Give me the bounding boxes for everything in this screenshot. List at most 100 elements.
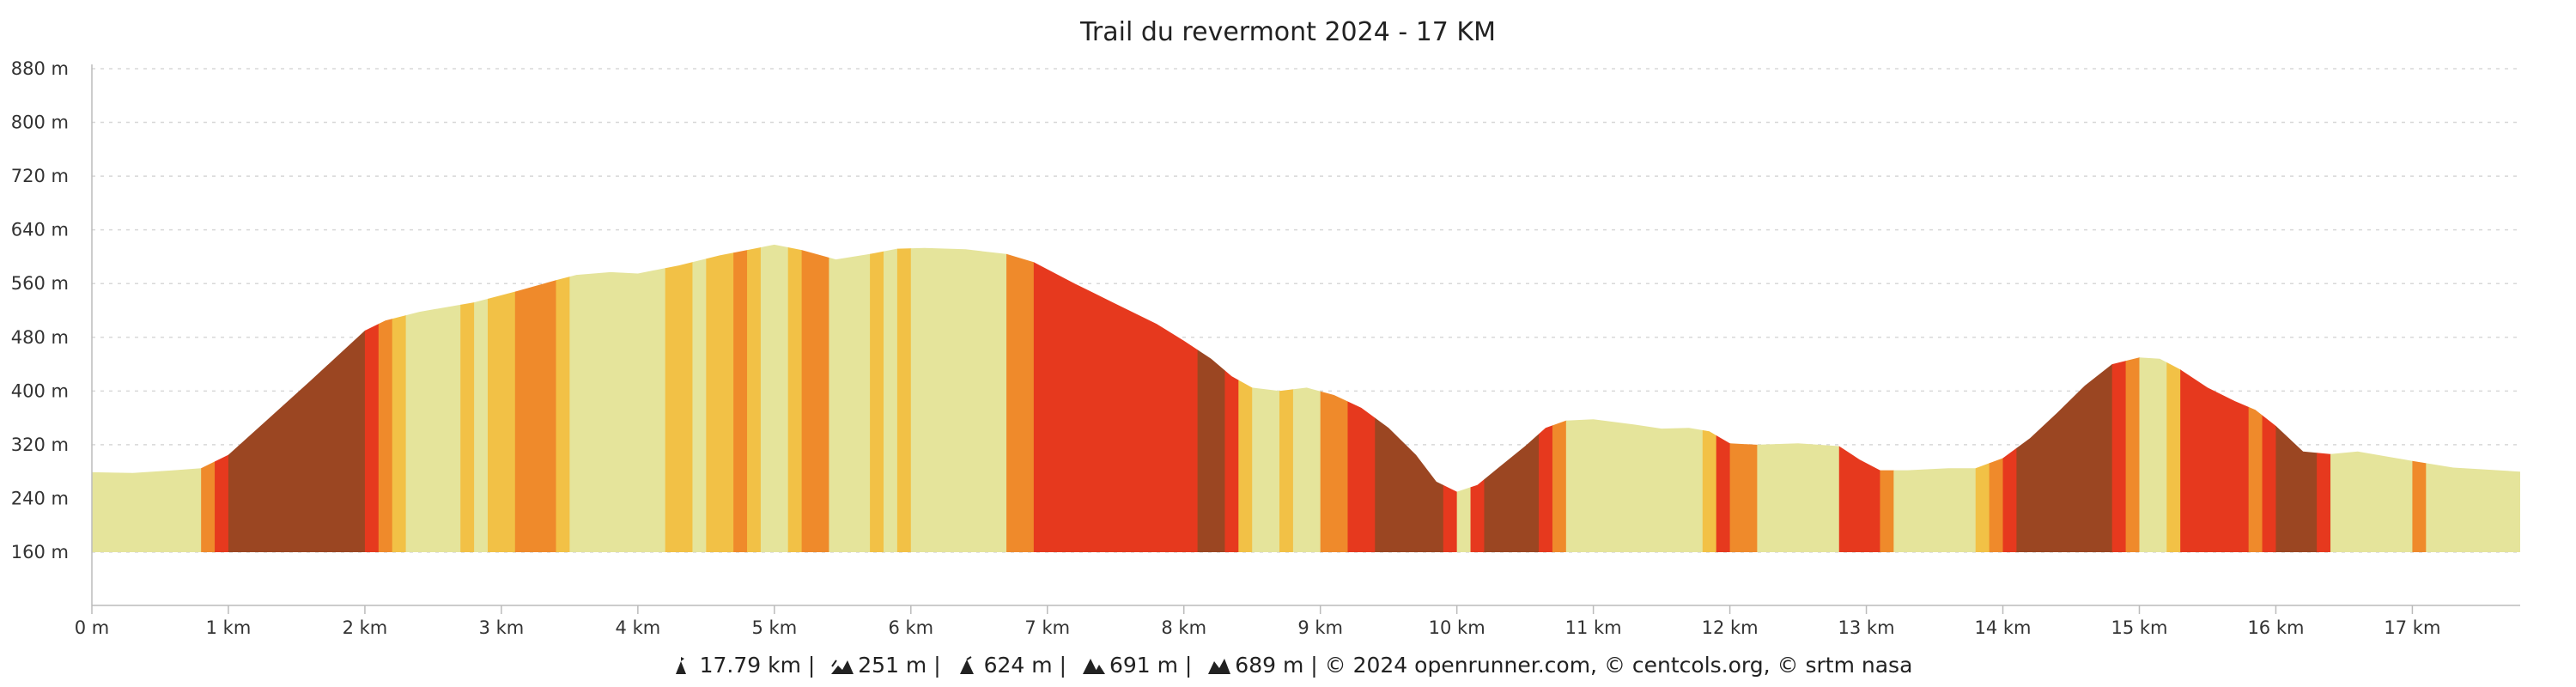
grade-band-flat [1893, 244, 1977, 552]
grade-band-very-steep [1197, 244, 1226, 552]
grade-band-very-steep [2275, 244, 2318, 552]
grade-band-very-steep [228, 244, 366, 552]
grade-band-flat [1757, 244, 1840, 552]
y-tick-label: 400 m [11, 380, 69, 401]
grade-band-steep [1716, 244, 1731, 552]
grade-band-gentle [747, 244, 762, 552]
x-tick-label: 5 km [752, 617, 798, 638]
axes [91, 64, 2520, 614]
grade-band-steep [1443, 244, 1458, 552]
grade-band-gentle [1975, 244, 1990, 552]
grade-band-moderate [2125, 244, 2141, 552]
x-tick-label: 9 km [1297, 617, 1343, 638]
grade-band-moderate [1320, 244, 1349, 552]
grade-band-gentle [665, 244, 694, 552]
grade-band-flat [884, 244, 898, 552]
grade-band-steep [1224, 244, 1239, 552]
y-tick-labels: 160 m 240 m 320 m 400 m 480 m 560 m 640 m 720 m… [11, 58, 69, 562]
grade-band-gentle [392, 244, 407, 552]
grade-band-gentle [1279, 244, 1294, 552]
grade-band-flat [92, 244, 202, 552]
y-tick-label: 480 m [11, 327, 69, 348]
descent-value: 689 m | © 2024 openrunner.com, © centcol… [1235, 653, 1913, 678]
y-tick-label: 240 m [11, 488, 69, 508]
grade-band-flat [910, 244, 1007, 552]
x-tick-label: 8 km [1161, 617, 1206, 638]
y-tick-label: 320 m [11, 435, 69, 455]
grade-band-steep [215, 244, 229, 552]
x-tick-label: 4 km [616, 617, 661, 638]
x-tick-label: 2 km [343, 617, 388, 638]
x-tick-label: 13 km [1838, 617, 1895, 638]
climb-icon [1082, 656, 1106, 675]
x-tick-label: 14 km [1975, 617, 2032, 638]
grade-band-moderate [2412, 244, 2427, 552]
grade-band-gentle [488, 244, 516, 552]
grade-band-steep [2002, 244, 2018, 552]
grade-band-steep [1470, 244, 1485, 552]
grade-band-steep [1347, 244, 1376, 552]
x-tick-label: 1 km [206, 617, 252, 638]
grade-band-flat [760, 244, 789, 552]
descent-icon [1207, 656, 1231, 675]
grade-band-flat [569, 244, 666, 552]
max-altitude-icon [957, 656, 981, 675]
grade-band-very-steep [1484, 244, 1540, 552]
ascent-icon [830, 656, 854, 675]
grade-band-flat [2139, 244, 2167, 552]
y-tick-label: 720 m [11, 166, 69, 186]
grade-band-moderate [2248, 244, 2263, 552]
grade-band-gentle [870, 244, 884, 552]
grade-band-gentle [1238, 244, 1253, 552]
grade-band-steep [2111, 244, 2127, 552]
grade-band-steep [1838, 244, 1881, 552]
grade-band-gentle [896, 244, 912, 552]
grade-band-flat [2426, 244, 2520, 552]
grade-band-moderate [378, 244, 393, 552]
grade-band-moderate [1552, 244, 1567, 552]
grade-band-gentle [1702, 244, 1717, 552]
chart-title: Trail du revermont 2024 - 17 KM [1080, 17, 1496, 47]
grade-band-steep [2317, 244, 2331, 552]
grade-band-gentle [460, 244, 475, 552]
grade-band-flat [692, 244, 707, 552]
grade-band-steep [1539, 244, 1553, 552]
grade-band-gentle [2166, 244, 2181, 552]
grade-band-steep [2180, 244, 2250, 552]
y-tick-label: 160 m [11, 542, 69, 562]
max-altitude-value: 624 m | [983, 653, 1066, 678]
x-tick-label: 7 km [1024, 617, 1070, 638]
grade-band-moderate [1729, 244, 1758, 552]
distance-value: 17.79 km | [699, 653, 816, 678]
grade-band-flat [1565, 244, 1704, 552]
grade-band-steep [364, 244, 380, 552]
y-tick-label: 560 m [11, 273, 69, 294]
grade-band-flat [474, 244, 489, 552]
y-tick-label: 880 m [11, 58, 69, 79]
x-tick-label: 3 km [479, 617, 525, 638]
x-tick-label: 17 km [2384, 617, 2440, 638]
grade-band-very-steep [1375, 244, 1444, 552]
grade-band-flat [1292, 244, 1321, 552]
x-tick-labels: 0 m 1 km 2 km 3 km 4 km 5 km 6 km 7 km 8 km 9 km 1… [75, 617, 2441, 638]
x-tick-label: 12 km [1702, 617, 1759, 638]
x-tick-label: 11 km [1565, 617, 1622, 638]
grade-band-very-steep [2016, 244, 2113, 552]
grade-band-moderate [733, 244, 748, 552]
grade-band-moderate [201, 244, 216, 552]
grade-band-moderate [1989, 244, 2004, 552]
grade-band-steep [1033, 244, 1199, 552]
grade-band-moderate [1880, 244, 1894, 552]
distance-icon [672, 656, 696, 675]
grade-band-flat [829, 244, 871, 552]
x-tick-label: 0 m [75, 617, 110, 638]
grade-band-flat [1252, 244, 1280, 552]
grade-band-moderate [514, 244, 557, 552]
grade-bands [92, 244, 2520, 552]
y-tick-label: 800 m [11, 112, 69, 133]
x-tick-label: 16 km [2247, 617, 2304, 638]
ascent-value: 251 m | [858, 653, 941, 678]
grade-band-flat [1456, 244, 1472, 552]
grade-band-gentle [706, 244, 734, 552]
